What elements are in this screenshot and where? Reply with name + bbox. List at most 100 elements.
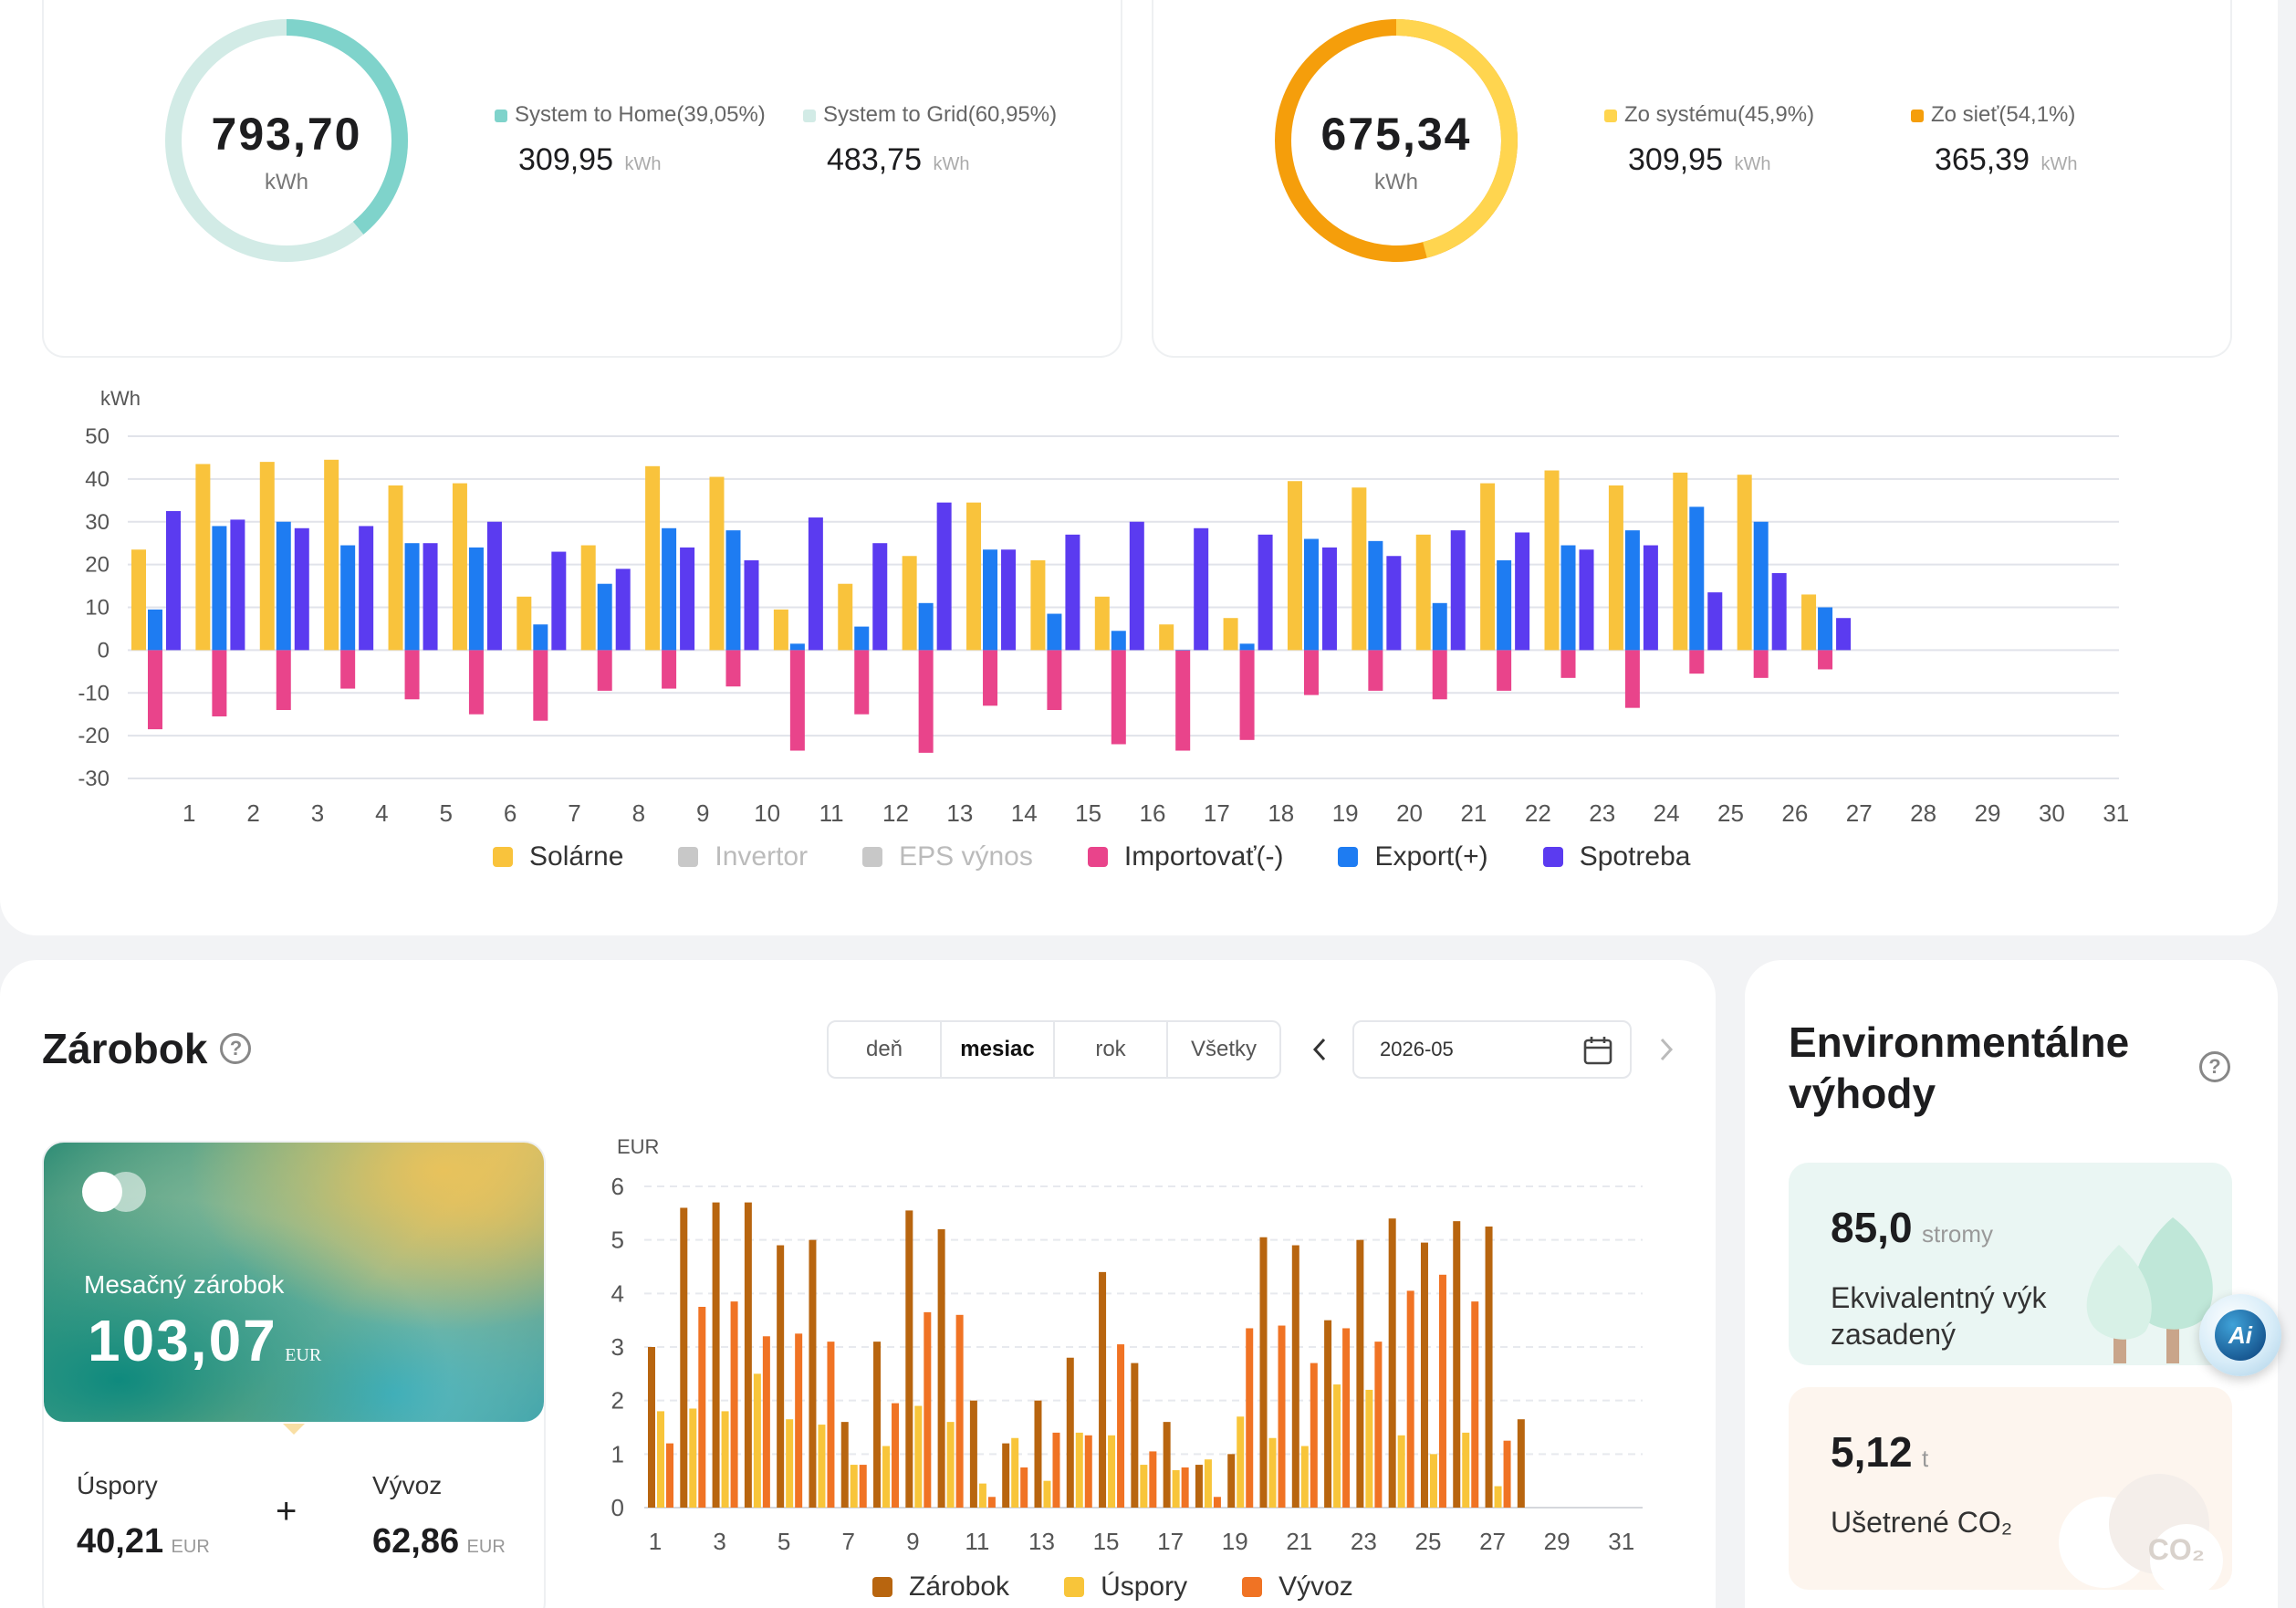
bar-export[interactable] [1624,530,1640,651]
bar-spotreba[interactable] [1836,618,1852,651]
bar-zrobok[interactable] [1485,1227,1493,1508]
bar-vvoz[interactable] [1084,1435,1092,1508]
bar-spory[interactable] [657,1411,664,1508]
bar-spotreba[interactable] [1707,592,1723,651]
bar-importova[interactable] [789,650,805,751]
legend-item[interactable]: Importovať(-) [1087,841,1283,872]
bar-vvoz[interactable] [1374,1342,1383,1508]
bar-importova[interactable] [1111,650,1126,745]
bar-zrobok[interactable] [1034,1400,1042,1508]
bar-spory[interactable] [1237,1416,1245,1508]
legend-item[interactable]: Solárne [493,841,623,872]
bar-export[interactable] [1111,631,1126,651]
bar-solrne[interactable] [1352,487,1367,651]
bar-solrne[interactable] [580,545,596,651]
bar-export[interactable] [212,526,227,651]
bar-spory[interactable] [1075,1432,1083,1508]
bar-spory[interactable] [1108,1435,1116,1508]
bar-vvoz[interactable] [1117,1344,1125,1508]
bar-spory[interactable] [978,1483,986,1508]
bar-export[interactable] [1560,545,1576,651]
bar-solrne[interactable] [1159,624,1174,651]
bar-importova[interactable] [1239,650,1255,740]
bar-solrne[interactable] [1287,481,1302,651]
bar-spory[interactable] [1365,1389,1373,1508]
tab-year[interactable]: rok [1055,1022,1168,1077]
bar-spotreba[interactable] [1643,545,1658,651]
bar-export[interactable] [789,643,805,651]
bar-export[interactable] [1818,607,1833,651]
bar-spotreba[interactable] [1194,527,1209,651]
bar-spotreba[interactable] [744,559,759,651]
bar-spory[interactable] [753,1373,761,1508]
bar-spotreba[interactable] [1579,549,1594,651]
date-picker[interactable]: 2026-05 [1352,1020,1632,1079]
bar-vvoz[interactable] [666,1443,673,1508]
bar-importova[interactable] [1303,650,1319,695]
legend-item[interactable]: Spotreba [1542,841,1690,872]
bar-vvoz[interactable] [1342,1328,1351,1508]
bar-vvoz[interactable] [730,1301,738,1508]
bar-zrobok[interactable] [1195,1465,1203,1508]
bar-vvoz[interactable] [892,1403,900,1508]
ai-assistant-button[interactable]: Ai [2199,1294,2281,1376]
bar-spotreba[interactable] [1001,549,1017,651]
bar-spotreba[interactable] [808,517,823,651]
bar-export[interactable] [404,543,420,651]
bar-export[interactable] [725,530,741,651]
bar-spotreba[interactable] [551,551,567,651]
bar-zrobok[interactable] [1163,1422,1171,1508]
bar-vvoz[interactable] [1406,1290,1414,1508]
bar-solrne[interactable] [1094,596,1110,651]
bar-spotreba[interactable] [359,526,374,651]
bar-importova[interactable] [1497,650,1512,691]
bar-importova[interactable] [1818,650,1833,670]
bar-spory[interactable] [818,1425,826,1508]
bar-export[interactable] [276,521,291,651]
next-period-button[interactable] [1648,1028,1685,1071]
bar-export[interactable] [533,624,548,651]
bar-importova[interactable] [276,650,291,710]
bar-solrne[interactable] [838,583,853,651]
bar-vvoz[interactable] [955,1314,964,1508]
bar-spory[interactable] [946,1422,955,1508]
bar-export[interactable] [1303,538,1319,651]
bar-spory[interactable] [1043,1480,1051,1508]
bar-importova[interactable] [725,650,741,687]
bar-zrobok[interactable] [1131,1363,1139,1508]
bar-zrobok[interactable] [905,1210,913,1508]
bar-export[interactable] [1497,559,1512,651]
bar-importova[interactable] [533,650,548,721]
bar-zrobok[interactable] [1420,1242,1428,1508]
bar-spotreba[interactable] [1450,530,1466,651]
bar-vvoz[interactable] [1503,1440,1511,1508]
bar-vvoz[interactable] [924,1311,932,1508]
bar-spory[interactable] [786,1419,794,1508]
bar-importova[interactable] [1047,650,1062,710]
bar-export[interactable] [854,626,870,651]
bar-zrobok[interactable] [648,1347,655,1508]
bar-solrne[interactable] [1737,475,1752,651]
bar-export[interactable] [148,609,162,651]
bar-solrne[interactable] [388,485,403,651]
bar-vvoz[interactable] [795,1333,803,1508]
bar-zrobok[interactable] [1453,1221,1461,1508]
bar-vvoz[interactable] [762,1336,770,1508]
bar-solrne[interactable] [195,464,211,651]
bar-spotreba[interactable] [1515,532,1530,651]
bar-importova[interactable] [662,650,677,689]
bar-importova[interactable] [1368,650,1383,691]
bar-spory[interactable] [1300,1446,1309,1508]
bar-spotreba[interactable] [1386,556,1402,651]
bar-importova[interactable] [212,650,227,717]
prev-period-button[interactable] [1301,1028,1338,1071]
bar-export[interactable] [597,583,612,651]
bar-zrobok[interactable] [680,1207,688,1508]
bar-importova[interactable] [1560,650,1576,678]
bar-vvoz[interactable] [698,1307,706,1508]
bar-spotreba[interactable] [294,527,309,651]
bar-vvoz[interactable] [1020,1467,1028,1508]
bar-spotreba[interactable] [1771,573,1787,651]
bar-zrobok[interactable] [1227,1454,1236,1508]
bar-spory[interactable] [850,1465,858,1508]
